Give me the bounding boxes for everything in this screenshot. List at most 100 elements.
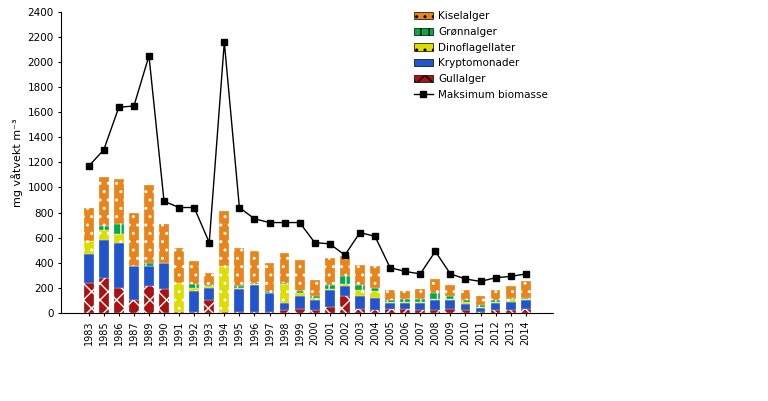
Bar bbox=[144, 266, 154, 286]
Bar bbox=[234, 248, 244, 286]
Bar bbox=[250, 251, 260, 283]
Bar bbox=[159, 289, 169, 313]
Bar bbox=[491, 310, 501, 313]
Bar bbox=[295, 292, 305, 293]
Bar bbox=[295, 260, 305, 292]
Bar bbox=[386, 290, 395, 300]
Bar bbox=[340, 286, 349, 296]
Bar bbox=[400, 309, 410, 313]
Bar bbox=[491, 290, 501, 300]
Bar bbox=[204, 286, 214, 288]
Bar bbox=[430, 299, 440, 300]
Bar bbox=[475, 306, 485, 308]
Bar bbox=[325, 289, 335, 290]
Bar bbox=[310, 298, 319, 300]
Bar bbox=[234, 289, 244, 312]
Bar bbox=[521, 282, 531, 298]
Bar bbox=[144, 263, 154, 266]
Bar bbox=[204, 285, 214, 286]
Bar bbox=[475, 296, 485, 305]
Bar bbox=[99, 177, 108, 226]
Bar bbox=[506, 302, 515, 310]
Bar bbox=[250, 283, 260, 284]
Bar bbox=[400, 302, 410, 303]
Bar bbox=[234, 288, 244, 289]
Bar bbox=[521, 300, 531, 309]
Bar bbox=[386, 302, 395, 303]
Bar bbox=[250, 284, 260, 285]
Bar bbox=[189, 261, 199, 284]
Bar bbox=[189, 288, 199, 292]
Bar bbox=[250, 285, 260, 312]
Bar bbox=[430, 279, 440, 293]
Bar bbox=[265, 263, 274, 292]
Bar bbox=[114, 288, 124, 313]
Bar bbox=[159, 263, 169, 289]
Bar bbox=[340, 256, 349, 276]
Bar bbox=[461, 304, 470, 310]
Bar bbox=[445, 309, 455, 313]
Bar bbox=[400, 303, 410, 309]
Bar bbox=[295, 293, 305, 296]
Bar bbox=[295, 309, 305, 313]
Bar bbox=[461, 310, 470, 313]
Bar bbox=[129, 213, 139, 266]
Bar bbox=[310, 296, 319, 298]
Bar bbox=[220, 211, 229, 266]
Bar bbox=[114, 234, 124, 243]
Bar bbox=[99, 230, 108, 240]
Bar bbox=[445, 300, 455, 309]
Bar bbox=[415, 299, 425, 302]
Bar bbox=[415, 310, 425, 313]
Bar bbox=[461, 290, 470, 300]
Bar bbox=[415, 303, 425, 310]
Bar bbox=[370, 298, 380, 310]
Bar bbox=[400, 292, 410, 299]
Bar bbox=[204, 300, 214, 313]
Bar bbox=[430, 310, 440, 313]
Bar bbox=[386, 303, 395, 309]
Bar bbox=[189, 292, 199, 312]
Bar bbox=[99, 240, 108, 277]
Bar bbox=[310, 310, 319, 313]
Bar bbox=[355, 265, 365, 285]
Bar bbox=[189, 312, 199, 313]
Bar bbox=[159, 224, 169, 263]
Bar bbox=[84, 241, 94, 254]
Bar bbox=[174, 248, 184, 283]
Bar bbox=[430, 293, 440, 299]
Bar bbox=[84, 254, 94, 283]
Bar bbox=[370, 292, 380, 298]
Bar bbox=[491, 303, 501, 310]
Bar bbox=[506, 310, 515, 313]
Bar bbox=[325, 285, 335, 289]
Bar bbox=[129, 300, 139, 313]
Bar bbox=[265, 294, 274, 312]
Bar bbox=[114, 224, 124, 234]
Bar bbox=[400, 299, 410, 302]
Bar bbox=[445, 299, 455, 300]
Bar bbox=[521, 298, 531, 299]
Bar bbox=[265, 312, 274, 313]
Bar bbox=[475, 308, 485, 312]
Bar bbox=[310, 280, 319, 296]
Bar bbox=[189, 284, 199, 288]
Bar bbox=[521, 299, 531, 300]
Bar bbox=[506, 298, 515, 299]
Bar bbox=[129, 266, 139, 300]
Legend: Kiselalger, Grønnalger, Dinoflagellater, Kryptomonader, Gullalger, Maksimum biom: Kiselalger, Grønnalger, Dinoflagellater,… bbox=[414, 11, 548, 100]
Bar bbox=[280, 253, 290, 284]
Bar bbox=[506, 299, 515, 302]
Bar bbox=[355, 296, 365, 309]
Bar bbox=[325, 306, 335, 313]
Bar bbox=[355, 309, 365, 313]
Bar bbox=[114, 179, 124, 224]
Bar bbox=[461, 300, 470, 302]
Bar bbox=[370, 266, 380, 288]
Bar bbox=[340, 296, 349, 313]
Bar bbox=[220, 312, 229, 313]
Bar bbox=[99, 277, 108, 313]
Bar bbox=[325, 290, 335, 306]
Bar bbox=[99, 226, 108, 230]
Bar bbox=[114, 243, 124, 288]
